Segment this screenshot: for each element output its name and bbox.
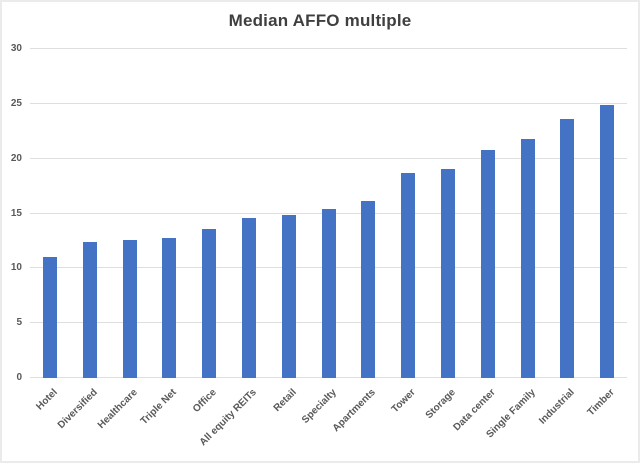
x-axis-label: Industrial xyxy=(537,387,578,427)
x-axis-label: Data center xyxy=(451,387,498,434)
bar-apartments xyxy=(361,201,376,378)
x-axis-label: Office xyxy=(191,387,219,415)
x-axis-label: Hotel xyxy=(34,387,60,413)
x-axis-label: Specialty xyxy=(299,387,339,426)
gridline xyxy=(30,102,627,104)
bar-specialty xyxy=(321,209,336,378)
x-axis-label: Tower xyxy=(389,387,418,416)
bar-industrial xyxy=(560,119,575,378)
bar-timber xyxy=(600,104,615,378)
y-tick-label: 25 xyxy=(10,97,22,109)
x-axis-label: Retail xyxy=(271,387,299,415)
y-tick-label: 10 xyxy=(10,262,22,274)
bar-data-center xyxy=(480,149,495,378)
bar-office xyxy=(202,228,217,378)
x-axis-label: Apartments xyxy=(330,387,379,435)
x-axis-label: Storage xyxy=(423,387,458,422)
x-axis-label: Timber xyxy=(585,387,617,419)
chart-title: Median AFFO multiple xyxy=(228,11,412,30)
y-tick-label: 30 xyxy=(10,43,22,54)
gridline xyxy=(30,48,627,49)
plot-area xyxy=(30,48,627,378)
bar-single-family xyxy=(520,138,535,378)
bar-retail xyxy=(281,214,296,378)
gridline xyxy=(30,157,627,159)
bar-hotel xyxy=(42,257,57,378)
x-axis-label: Single Family xyxy=(483,387,538,441)
y-tick-label: 20 xyxy=(10,152,22,164)
y-tick-label: 15 xyxy=(10,207,22,219)
x-axis-label: Healthcare xyxy=(95,387,140,431)
bar-all-equity-reits xyxy=(241,217,256,378)
x-axis-label: Triple Net xyxy=(139,387,180,428)
x-axis-label: Diversified xyxy=(55,387,100,431)
bar-healthcare xyxy=(122,239,137,378)
x-axis-label: All equity REITs xyxy=(197,387,259,449)
y-tick-label: 0 xyxy=(16,372,22,383)
bar-tower xyxy=(401,172,416,378)
bar-triple-net xyxy=(162,237,177,378)
bar-storage xyxy=(440,168,455,378)
bar-diversified xyxy=(82,242,97,378)
y-tick-label: 5 xyxy=(16,317,22,329)
